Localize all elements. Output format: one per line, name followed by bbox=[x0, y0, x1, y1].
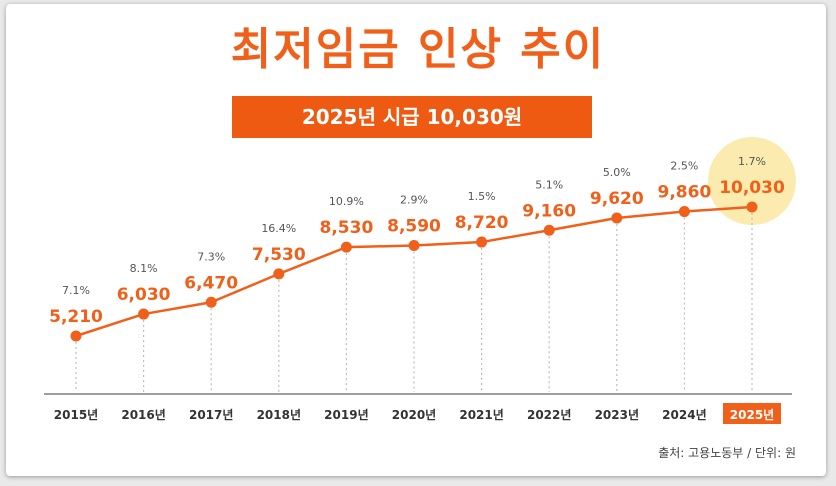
data-label: 6,030 bbox=[117, 285, 171, 305]
data-label: 7,530 bbox=[252, 245, 306, 265]
data-label: 8,590 bbox=[387, 217, 441, 237]
data-point bbox=[408, 240, 420, 252]
chart-title: 최저임금 인상 추이 bbox=[230, 24, 606, 75]
tick-label: 2023년 bbox=[595, 408, 639, 422]
growth-label: 16.4% bbox=[261, 222, 296, 235]
data-label: 9,860 bbox=[658, 183, 712, 203]
data-point bbox=[611, 212, 623, 224]
highlight-tick-box bbox=[723, 403, 781, 424]
data-point bbox=[476, 236, 488, 248]
data-point bbox=[70, 330, 82, 342]
data-point bbox=[340, 241, 352, 253]
data-label: 10,030 bbox=[719, 178, 785, 198]
chart-card bbox=[6, 4, 826, 476]
data-point bbox=[273, 268, 285, 280]
growth-label: 7.1% bbox=[62, 284, 90, 297]
growth-label: 5.1% bbox=[535, 178, 563, 191]
growth-label: 10.9% bbox=[329, 195, 364, 208]
data-point bbox=[678, 206, 690, 218]
data-label: 8,530 bbox=[320, 218, 374, 238]
tick-label: 2016년 bbox=[121, 408, 165, 422]
highlight-circle bbox=[708, 137, 796, 225]
tick-label: 2020년 bbox=[392, 408, 436, 422]
growth-label: 1.5% bbox=[468, 190, 496, 203]
growth-label: 5.0% bbox=[603, 166, 631, 179]
tick-label: 2018년 bbox=[257, 408, 301, 422]
growth-label: 2.5% bbox=[670, 160, 698, 173]
data-point bbox=[543, 224, 555, 236]
source-note: 출처: 고용노동부 / 단위: 원 bbox=[658, 446, 796, 460]
data-point bbox=[205, 296, 217, 308]
tick-label: 2022년 bbox=[527, 408, 571, 422]
tick-label: 2017년 bbox=[189, 408, 233, 422]
tick-label: 2025년 bbox=[730, 408, 774, 422]
data-point bbox=[746, 201, 758, 213]
data-label: 5,210 bbox=[49, 307, 103, 327]
data-label: 8,720 bbox=[455, 213, 509, 233]
data-label: 9,620 bbox=[590, 189, 644, 209]
tick-label: 2019년 bbox=[324, 408, 368, 422]
subtitle-banner: 2025년 시급 10,030원 bbox=[232, 96, 592, 138]
tick-label: 2024년 bbox=[662, 408, 706, 422]
tick-label: 2015년 bbox=[54, 408, 98, 422]
data-point bbox=[138, 308, 150, 320]
growth-label: 2.9% bbox=[400, 194, 428, 207]
data-label: 6,470 bbox=[184, 273, 238, 293]
growth-label: 8.1% bbox=[130, 262, 158, 275]
growth-label: 7.3% bbox=[197, 250, 225, 263]
data-label: 9,160 bbox=[522, 201, 576, 221]
tick-label: 2021년 bbox=[459, 408, 503, 422]
growth-label: 1.7% bbox=[738, 155, 766, 168]
